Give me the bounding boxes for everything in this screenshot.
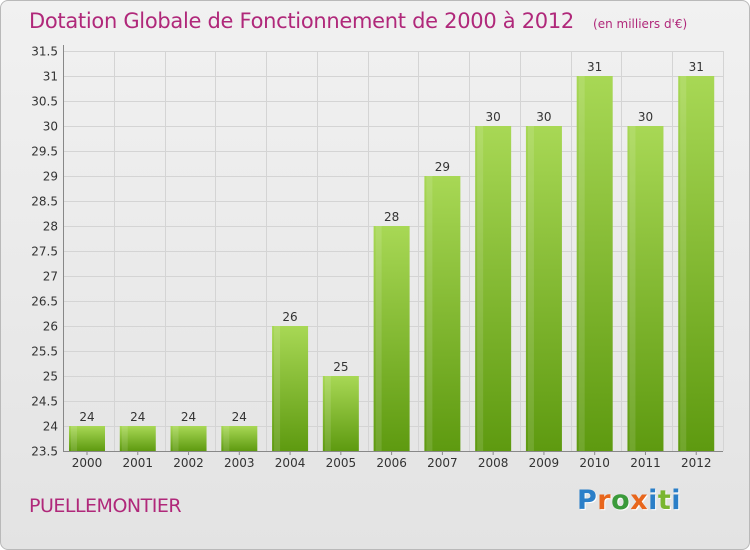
x-tick-label: 2009 (529, 456, 560, 470)
x-tick-label: 2007 (427, 456, 458, 470)
y-tick-label: 27.5 (31, 245, 58, 259)
data-label: 28 (384, 210, 399, 224)
x-tick-label: 2005 (326, 456, 357, 470)
data-label: 30 (486, 110, 501, 124)
bar (576, 76, 613, 451)
y-tick-label: 28.5 (31, 195, 58, 209)
title-row: Dotation Globale de Fonctionnement de 20… (29, 9, 687, 33)
bar-highlight (527, 126, 534, 451)
bar (272, 326, 309, 451)
y-tick-label: 24 (43, 420, 58, 434)
x-tick-label: 2003 (224, 456, 255, 470)
data-labels: 24 24 24 24 26 25 28 29 30 30 31 30 31 (79, 60, 704, 424)
bar-highlight (477, 126, 484, 451)
y-tick-label: 23.5 (31, 445, 58, 459)
data-label: 29 (435, 160, 450, 174)
bar (373, 226, 410, 451)
bar (119, 426, 156, 451)
data-label: 24 (181, 410, 196, 424)
y-tick-label: 26 (43, 320, 58, 334)
bar-highlight (324, 376, 331, 451)
bar-highlight (71, 426, 77, 451)
bar-highlight (274, 326, 281, 451)
y-tick-label: 28 (43, 220, 58, 234)
data-label: 26 (282, 310, 297, 324)
bar (475, 126, 512, 451)
logo-letter: i (671, 485, 682, 516)
y-tick-label: 31 (43, 70, 58, 84)
y-tick-label: 30 (43, 120, 58, 134)
bar (322, 376, 359, 451)
bar (221, 426, 258, 451)
logo-letter: t (657, 485, 672, 516)
x-tick-label: 2000 (72, 456, 103, 470)
y-tick-label: 29.5 (31, 145, 58, 159)
data-label: 25 (333, 360, 348, 374)
logo-letter: r (597, 485, 612, 516)
data-label: 31 (689, 60, 704, 74)
bar-highlight (680, 76, 687, 451)
y-tick-label: 31.5 (31, 45, 58, 59)
x-tick-label: 2001 (122, 456, 153, 470)
y-tick-label: 27 (43, 270, 58, 284)
y-tick-label: 30.5 (31, 95, 58, 109)
x-tick-label: 2012 (681, 456, 712, 470)
x-tick-label: 2010 (579, 456, 610, 470)
y-tick-label: 24.5 (31, 395, 58, 409)
bar-highlight (375, 226, 382, 451)
y-tick-label: 25.5 (31, 345, 58, 359)
y-tick-label: 29 (43, 170, 58, 184)
chart-title: Dotation Globale de Fonctionnement de 20… (29, 9, 574, 33)
bar (170, 426, 207, 451)
bar-highlight (172, 426, 179, 451)
bar-highlight (121, 426, 128, 451)
data-label: 24 (130, 410, 145, 424)
data-label: 31 (587, 60, 602, 74)
bar-highlight (578, 76, 585, 451)
y-tick-label: 25 (43, 370, 58, 384)
bar (627, 126, 664, 451)
data-label: 30 (536, 110, 551, 124)
commune-name: PUELLEMONTIER (29, 495, 182, 517)
bar-highlight (629, 126, 636, 451)
x-tick-label: 2004 (275, 456, 306, 470)
y-tick-labels: 23.5 24 24.5 25 25.5 26 26.5 27 27.5 28 28.5 29 29.5… (31, 45, 58, 459)
bars (69, 76, 715, 451)
logo-letter: x (630, 485, 649, 516)
bar-highlight (223, 426, 230, 451)
bar-highlight (426, 176, 433, 451)
x-tick-label: 2006 (376, 456, 407, 470)
chart-unit-note: (en milliers d'€) (593, 17, 688, 31)
data-label: 24 (79, 410, 94, 424)
logo-letter: o (611, 485, 631, 516)
y-tick-label: 26.5 (31, 295, 58, 309)
bar (525, 126, 562, 451)
data-label: 24 (232, 410, 247, 424)
axes (63, 45, 723, 455)
logo-letter: i (648, 485, 658, 516)
x-tick-labels: 2000 2001 2002 2003 2004 2005 2006 2007 2008 2009… (72, 456, 712, 470)
bar (678, 76, 715, 451)
bar (69, 426, 105, 451)
proxiti-logo: Proxiti (577, 485, 681, 516)
data-label: 30 (638, 110, 653, 124)
x-tick-label: 2002 (173, 456, 204, 470)
bar (424, 176, 461, 451)
logo-letter: P (577, 485, 598, 516)
x-tick-label: 2011 (630, 456, 661, 470)
x-tick-label: 2008 (478, 456, 509, 470)
